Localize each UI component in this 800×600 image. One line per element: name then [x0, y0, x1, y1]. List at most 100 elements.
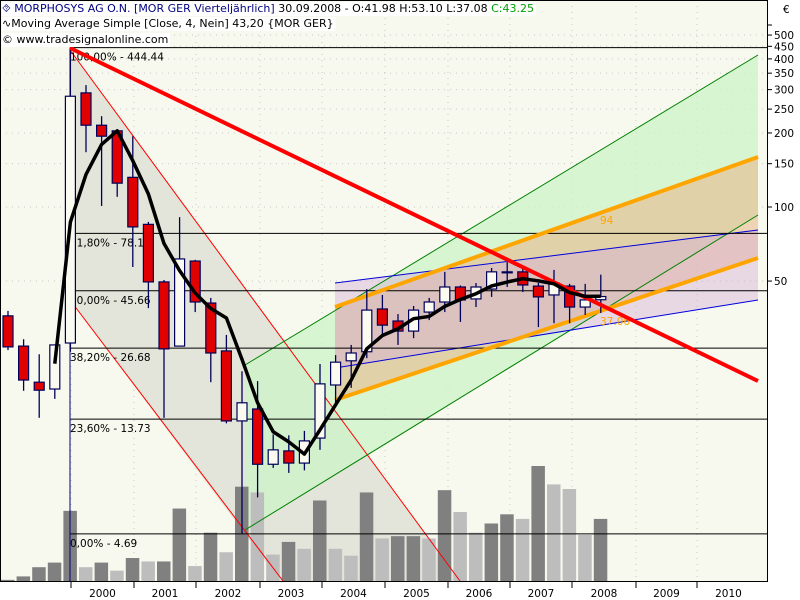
green-channel-upper[interactable] — [244, 54, 759, 366]
indicator-header: ∿Moving Average Simple [Close, 4, Nein] … — [2, 17, 336, 31]
candle-up — [174, 258, 186, 347]
candle-up — [501, 271, 513, 274]
candle-down — [376, 308, 388, 326]
orange-channel-upper[interactable] — [334, 155, 759, 309]
volume-bar — [172, 508, 187, 581]
indicator-label: Moving Average Simple [Close, 4, Nein] 4… — [11, 17, 334, 30]
volume-bar — [250, 492, 265, 581]
blue-channel-lower[interactable] — [334, 299, 759, 369]
candle-down — [142, 223, 154, 283]
orange-channel-lower[interactable] — [334, 256, 759, 402]
volume-bar — [469, 532, 483, 581]
candlestick-icon: ⯑ — [2, 2, 11, 15]
volume-bar — [47, 562, 62, 581]
x-tick-label: 2000 — [89, 588, 116, 600]
volume-bar — [157, 561, 171, 581]
volume-bar — [1, 579, 15, 581]
channel-lower-label: 37.06 — [600, 316, 630, 328]
x-tick-label: 2006 — [466, 588, 493, 600]
x-tick-label: 2004 — [340, 588, 367, 600]
volume-bar — [578, 535, 592, 581]
volume-bar — [422, 538, 436, 581]
fib-level-label: 23,60% - 13.73 — [70, 423, 151, 435]
volume-bar — [500, 514, 514, 581]
candle-up — [330, 361, 342, 386]
y-tick-label: 300 — [774, 85, 794, 97]
fib-level-label: 50,00% - 45.66 — [70, 295, 151, 307]
volume-bar — [110, 570, 124, 581]
candle-down — [18, 345, 30, 381]
fib-level-label: 38,20% - 26.68 — [70, 352, 151, 364]
y-tick-label: 250 — [774, 104, 794, 116]
y-tick-label: 150 — [774, 159, 794, 171]
blue-channel-fill — [335, 230, 758, 368]
y-tick-label: 500 — [774, 30, 794, 42]
candle-up — [486, 271, 498, 290]
candle-up — [236, 402, 248, 422]
volume-bar — [281, 541, 296, 581]
volume-bar — [593, 518, 608, 581]
candle-down — [158, 281, 170, 350]
indicator-icon: ∿ — [2, 17, 12, 30]
moving-average-line — [53, 129, 601, 456]
currency-label: € — [783, 4, 790, 16]
candle-up — [267, 449, 279, 465]
candle-down — [283, 450, 295, 464]
x-tick-label: 2001 — [152, 588, 179, 600]
x-tick-label: 2005 — [403, 588, 430, 600]
candle-up — [49, 344, 61, 390]
volume-bars — [1, 466, 608, 581]
volume-bar — [94, 562, 109, 581]
candle-up — [345, 352, 357, 362]
blue-channel-upper[interactable] — [334, 229, 759, 284]
x-tick-label: 2010 — [715, 588, 742, 600]
candle-down — [252, 408, 264, 465]
volume-bar — [344, 555, 358, 581]
candle-down — [33, 381, 45, 391]
x-tick-label: 2002 — [215, 588, 242, 600]
symbol-title: MORPHOSYS AG O.N. [MOR GER Vierteljährli… — [14, 2, 275, 15]
volume-bar — [203, 532, 218, 581]
volume-bar — [547, 484, 561, 581]
volume-bar — [437, 490, 452, 581]
volume-bar — [453, 512, 467, 581]
volume-bar — [297, 548, 311, 581]
volume-bar — [359, 492, 374, 581]
candle-down — [80, 92, 92, 126]
x-tick-label: 2008 — [591, 588, 618, 600]
copyright: © www.tradesignalonline.com — [2, 33, 171, 47]
volume-bar — [219, 552, 233, 581]
y-tick-label: 50 — [774, 276, 787, 288]
volume-bar — [125, 558, 140, 581]
candle-down — [220, 350, 232, 422]
trend-line[interactable] — [69, 46, 759, 383]
candle-down — [563, 285, 576, 308]
volume-bar — [391, 536, 405, 581]
volume-bar — [188, 566, 202, 581]
regression-upper-line[interactable] — [69, 49, 461, 582]
volume-bar — [375, 538, 389, 581]
volume-bar — [141, 561, 155, 581]
candle-down — [189, 260, 201, 303]
candle-down — [127, 176, 139, 228]
y-tick-label: 350 — [774, 68, 794, 80]
candle-down — [95, 124, 108, 137]
volume-bar — [406, 536, 421, 581]
volume-bar — [531, 466, 545, 581]
volume-bar — [79, 567, 93, 581]
volume-bar — [328, 548, 343, 581]
candle-down — [2, 315, 14, 348]
y-tick-label: 100 — [774, 202, 794, 214]
close-value: C:43.25 — [491, 2, 534, 15]
x-tick-label: 2009 — [653, 588, 680, 600]
y-tick-label: 450 — [774, 41, 794, 53]
y-tick-label: 400 — [774, 54, 794, 66]
candle-down — [532, 285, 545, 298]
candle-up — [314, 383, 326, 439]
green-channel-lower[interactable] — [244, 214, 759, 531]
fib-level-label: 0,00% - 4.69 — [70, 538, 137, 550]
